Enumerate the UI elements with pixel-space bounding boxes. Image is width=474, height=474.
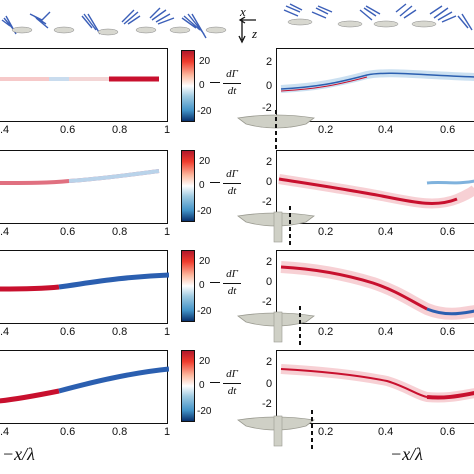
right-xtick-r1-1: 0.4	[378, 124, 394, 136]
left-xtick-r1-2: 0.8	[112, 124, 128, 136]
cb2-num: dΓ	[226, 168, 238, 180]
r4-ytick-2: -2	[262, 398, 272, 410]
cb1-mid: 0	[199, 80, 205, 91]
cb2-bot: -20	[197, 206, 212, 217]
r3-ytick-0: 2	[266, 256, 273, 268]
left-panel-row1	[0, 48, 168, 122]
colorbar-row4	[181, 350, 195, 422]
colorbar-row3	[181, 250, 195, 322]
cb1-top: 20	[199, 56, 211, 67]
right-xtick-r4-0: 0.2	[318, 426, 334, 438]
right-xtick-r1-2: 0.6	[440, 124, 456, 136]
cb3-num: dΓ	[226, 268, 238, 280]
left-xtick-r4-2: 0.8	[112, 426, 128, 438]
left-xtick-r2-2: 0.8	[112, 226, 128, 238]
right-panel-row2	[276, 150, 474, 224]
right-panel-row4	[276, 350, 474, 424]
cb2-den: dt	[227, 185, 237, 197]
left-xtick-r4-3: 1	[164, 426, 171, 438]
r1-ytick-2: 2	[266, 56, 273, 68]
left-xtick-r2-0: .4	[0, 226, 10, 238]
r4-ytick-1: 0	[266, 378, 273, 390]
cb2-top: 20	[199, 156, 211, 167]
right-panel-row3	[276, 250, 474, 324]
right-xtick-r3-1: 0.4	[378, 326, 394, 338]
right-xtick-r2-0: 0.2	[318, 226, 334, 238]
cb3-bot: -20	[197, 306, 212, 317]
cb3-mid: 0	[199, 280, 205, 291]
r2-ytick-1: 0	[266, 176, 273, 188]
cb2-mid: 0	[199, 180, 205, 191]
right-panel-row1	[276, 48, 474, 122]
cb1-num: dΓ	[226, 68, 238, 80]
cb4-bot: -20	[197, 406, 212, 417]
r1-ytick-0: -2	[262, 102, 272, 114]
fin-diagram-row1	[237, 110, 315, 150]
r2-ytick-2: -2	[262, 196, 272, 208]
r3-ytick-1: 0	[266, 276, 273, 288]
r4-ytick-0: 2	[266, 356, 273, 368]
right-xtick-r2-1: 0.4	[378, 226, 394, 238]
left-panel-row3	[0, 250, 170, 324]
cb1-den: dt	[227, 85, 237, 97]
r2-ytick-0: 2	[266, 156, 273, 168]
left-xtick-r4-1: 0.6	[60, 426, 76, 438]
fin-diagram-row2	[237, 206, 315, 246]
left-xtick-r3-0: .4	[0, 326, 10, 338]
colorbar-row1	[181, 50, 195, 122]
axes-arrows-icon	[238, 16, 256, 44]
cb3-top: 20	[199, 256, 211, 267]
left-xtick-r3-1: 0.6	[60, 326, 76, 338]
left-xtick-r2-3: 1	[164, 226, 171, 238]
axes-indicator: x z	[236, 4, 266, 44]
left-xtick-r3-3: 1	[164, 326, 171, 338]
fish-sequence-right	[283, 3, 473, 31]
r1-ytick-1: 0	[266, 80, 273, 92]
right-xtick-r3-2: 0.6	[440, 326, 456, 338]
fin-diagram-row3	[237, 306, 315, 346]
left-panel-row4	[0, 350, 170, 424]
xlabel-left: −x/λ	[2, 444, 35, 464]
cb1-bot: -20	[197, 106, 212, 117]
r3-ytick-2: -2	[262, 296, 272, 308]
axis-x-label: x	[240, 4, 246, 19]
left-xtick-r1-0: .4	[0, 124, 10, 136]
cb4-top: 20	[199, 356, 211, 367]
cb4-den: dt	[227, 385, 237, 397]
fin-diagram-row4	[237, 410, 315, 450]
right-xtick-r4-2: 0.6	[440, 426, 456, 438]
left-panel-row2	[0, 150, 168, 224]
cb3-den: dt	[227, 285, 237, 297]
fish-sequence-left	[1, 7, 227, 39]
right-xtick-r3-0: 0.2	[318, 326, 334, 338]
left-xtick-r1-3: 1	[164, 124, 171, 136]
axis-z-label: z	[252, 26, 258, 41]
right-xtick-r2-2: 0.6	[440, 226, 456, 238]
left-xtick-r3-2: 0.8	[112, 326, 128, 338]
right-xtick-r1-0: 0.2	[318, 124, 334, 136]
cb4-mid: 0	[199, 380, 205, 391]
left-xtick-r2-1: 0.6	[60, 226, 76, 238]
colorbar-row2	[181, 150, 195, 222]
cb4-num: dΓ	[226, 368, 238, 380]
right-xtick-r4-1: 0.4	[378, 426, 394, 438]
xlabel-right: −x/λ	[390, 444, 423, 464]
left-xtick-r1-1: 0.6	[60, 124, 76, 136]
left-xtick-r4-0: .4	[0, 426, 10, 438]
